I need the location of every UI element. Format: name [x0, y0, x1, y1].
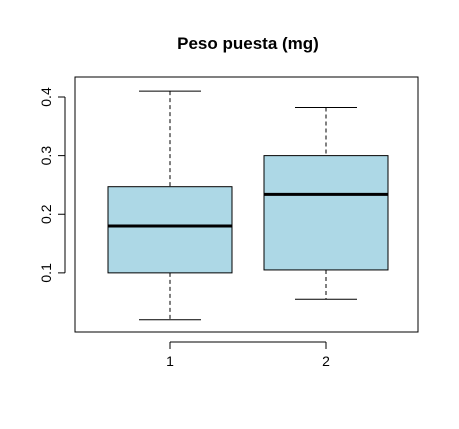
boxplot-2 — [263, 107, 389, 300]
boxplots — [107, 90, 389, 321]
y-tick-label: 0.4 — [38, 87, 54, 107]
chart-title: Peso puesta (mg) — [177, 34, 319, 53]
x-tick-label: 1 — [166, 353, 174, 369]
box-iqr — [263, 155, 389, 271]
x-tick-label: 2 — [322, 353, 330, 369]
boxplot-1 — [107, 90, 233, 321]
y-tick-label: 0.1 — [38, 263, 54, 283]
plot-frame — [74, 76, 419, 333]
box-iqr — [107, 186, 233, 274]
y-tick-label: 0.3 — [38, 146, 54, 166]
y-axis: 0.1 0.2 0.3 0.4 — [38, 87, 66, 283]
y-tick-label: 0.2 — [38, 204, 54, 224]
